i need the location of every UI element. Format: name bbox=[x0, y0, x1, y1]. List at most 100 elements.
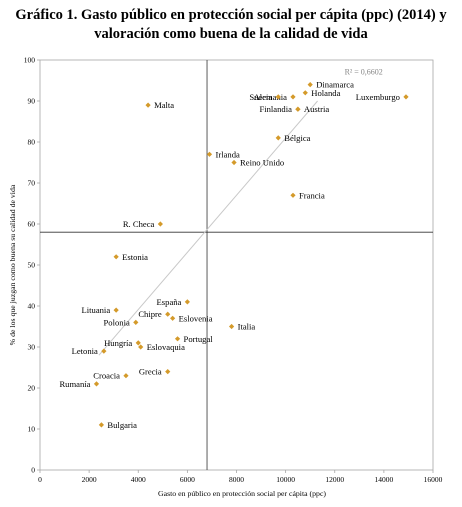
data-point: Eslovenia bbox=[170, 313, 213, 323]
point-label: Bulgaria bbox=[107, 420, 137, 430]
data-point: Letonia bbox=[72, 346, 107, 356]
point-marker bbox=[101, 348, 107, 354]
data-point: Croacia bbox=[93, 371, 129, 381]
data-point: Italia bbox=[228, 322, 256, 332]
x-axis-label: Gasto en público en protección social pe… bbox=[158, 489, 326, 498]
chart-title-line-1: Gráfico 1. Gasto público en protección s… bbox=[15, 7, 447, 23]
point-label: Estonia bbox=[122, 252, 148, 262]
r-squared-label: R² = 0,6602 bbox=[345, 67, 383, 76]
data-point: Polonia bbox=[104, 317, 139, 327]
chart-title-line-2: valoración como buena de la calidad de v… bbox=[94, 26, 368, 42]
y-axis-label: % de los que juzgan como buena su calida… bbox=[8, 184, 17, 345]
point-marker bbox=[165, 311, 171, 317]
data-point: Chipre bbox=[138, 309, 171, 319]
point-label: Rumanía bbox=[59, 379, 90, 389]
point-marker bbox=[157, 221, 163, 227]
y-tick-label: 50 bbox=[28, 261, 36, 270]
point-label: Lituania bbox=[82, 305, 111, 315]
point-marker bbox=[403, 94, 409, 100]
point-marker bbox=[138, 344, 144, 350]
axes-group: 0 2000 4000 6000 8000 10000 12000 14000 16000 0 10… bbox=[24, 56, 443, 484]
trendline bbox=[98, 100, 318, 356]
point-label: Irlanda bbox=[215, 149, 240, 159]
point-label: Letonia bbox=[72, 346, 98, 356]
point-marker bbox=[231, 159, 237, 166]
points-group: Alemania Dinamarca Suecia Holanda Luxemburgo… bbox=[59, 80, 409, 430]
plot-area bbox=[39, 59, 434, 471]
point-marker bbox=[113, 254, 119, 260]
y-tick-label: 90 bbox=[28, 97, 36, 106]
point-label: Croacia bbox=[93, 371, 120, 381]
x-tick-label: 0 bbox=[38, 475, 42, 484]
y-tick-label: 60 bbox=[28, 220, 36, 229]
point-label: Eslovaquia bbox=[147, 342, 185, 352]
data-point: Dinamarca bbox=[307, 80, 354, 90]
data-point: R. Checa bbox=[123, 219, 163, 229]
x-tick-label: 12000 bbox=[325, 475, 344, 484]
data-point: Austria bbox=[295, 104, 329, 114]
point-marker bbox=[290, 192, 296, 198]
x-tick-label: 14000 bbox=[375, 475, 394, 484]
data-point: Portugal bbox=[174, 334, 214, 344]
data-point: España bbox=[157, 297, 190, 307]
data-point: Luxemburgo bbox=[356, 92, 409, 102]
x-tick-label: 10000 bbox=[276, 475, 295, 484]
point-marker bbox=[290, 94, 296, 100]
y-tick-label: 80 bbox=[28, 138, 36, 147]
point-marker bbox=[170, 315, 176, 321]
data-point: Holanda bbox=[302, 88, 341, 98]
point-label: R. Checa bbox=[123, 219, 155, 229]
point-label: Holanda bbox=[311, 88, 340, 98]
point-label: Francia bbox=[299, 190, 325, 200]
point-marker bbox=[206, 151, 213, 157]
data-point: Alemania bbox=[254, 92, 296, 102]
point-label: Dinamarca bbox=[316, 80, 354, 90]
data-point: Lituania bbox=[82, 305, 119, 315]
point-marker bbox=[133, 319, 139, 325]
point-label: Grecia bbox=[139, 367, 162, 377]
point-marker bbox=[145, 102, 151, 108]
point-marker bbox=[307, 82, 313, 88]
y-tick-label: 70 bbox=[28, 179, 36, 188]
point-label: Alemania bbox=[254, 92, 288, 102]
y-tick-label: 20 bbox=[28, 384, 36, 393]
x-tick-label: 16000 bbox=[424, 475, 443, 484]
point-label: Bélgica bbox=[284, 133, 310, 143]
point-marker bbox=[275, 94, 281, 100]
point-marker bbox=[174, 336, 181, 342]
x-tick-label: 4000 bbox=[131, 475, 146, 484]
point-label: Finlandia bbox=[259, 104, 292, 114]
point-marker bbox=[123, 373, 129, 379]
y-tick-label: 30 bbox=[28, 343, 36, 352]
point-marker bbox=[295, 106, 301, 112]
point-label: Reino Unido bbox=[240, 158, 284, 168]
y-tick-label: 0 bbox=[31, 466, 35, 475]
point-marker bbox=[302, 90, 308, 96]
y-tick-label: 10 bbox=[28, 425, 36, 434]
data-point: Rumanía bbox=[59, 379, 100, 389]
point-marker bbox=[93, 381, 100, 387]
point-label: Italia bbox=[238, 322, 256, 332]
point-label: Suecia bbox=[249, 92, 272, 102]
x-tick-label: 2000 bbox=[82, 475, 97, 484]
x-tick-label: 6000 bbox=[180, 475, 195, 484]
point-label: Chipre bbox=[138, 309, 162, 319]
data-point: Malta bbox=[145, 100, 174, 110]
data-point: Francia bbox=[290, 190, 325, 200]
point-label: Portugal bbox=[184, 334, 214, 344]
point-label: Malta bbox=[154, 100, 174, 110]
data-point: Grecia bbox=[139, 367, 171, 377]
point-label: Hungría bbox=[104, 338, 132, 348]
data-point: Reino Unido bbox=[231, 158, 284, 168]
x-tick-label: 8000 bbox=[229, 475, 244, 484]
chart-title: Gráfico 1. Gasto público en protección s… bbox=[0, 6, 462, 44]
point-label: España bbox=[157, 297, 182, 307]
point-marker bbox=[135, 340, 141, 346]
data-point: Bélgica bbox=[275, 133, 311, 143]
point-marker bbox=[228, 323, 235, 330]
y-tick-label: 100 bbox=[24, 56, 36, 65]
point-marker bbox=[275, 135, 281, 141]
point-label: Luxemburgo bbox=[356, 92, 400, 102]
data-point: Bulgaria bbox=[98, 420, 137, 430]
